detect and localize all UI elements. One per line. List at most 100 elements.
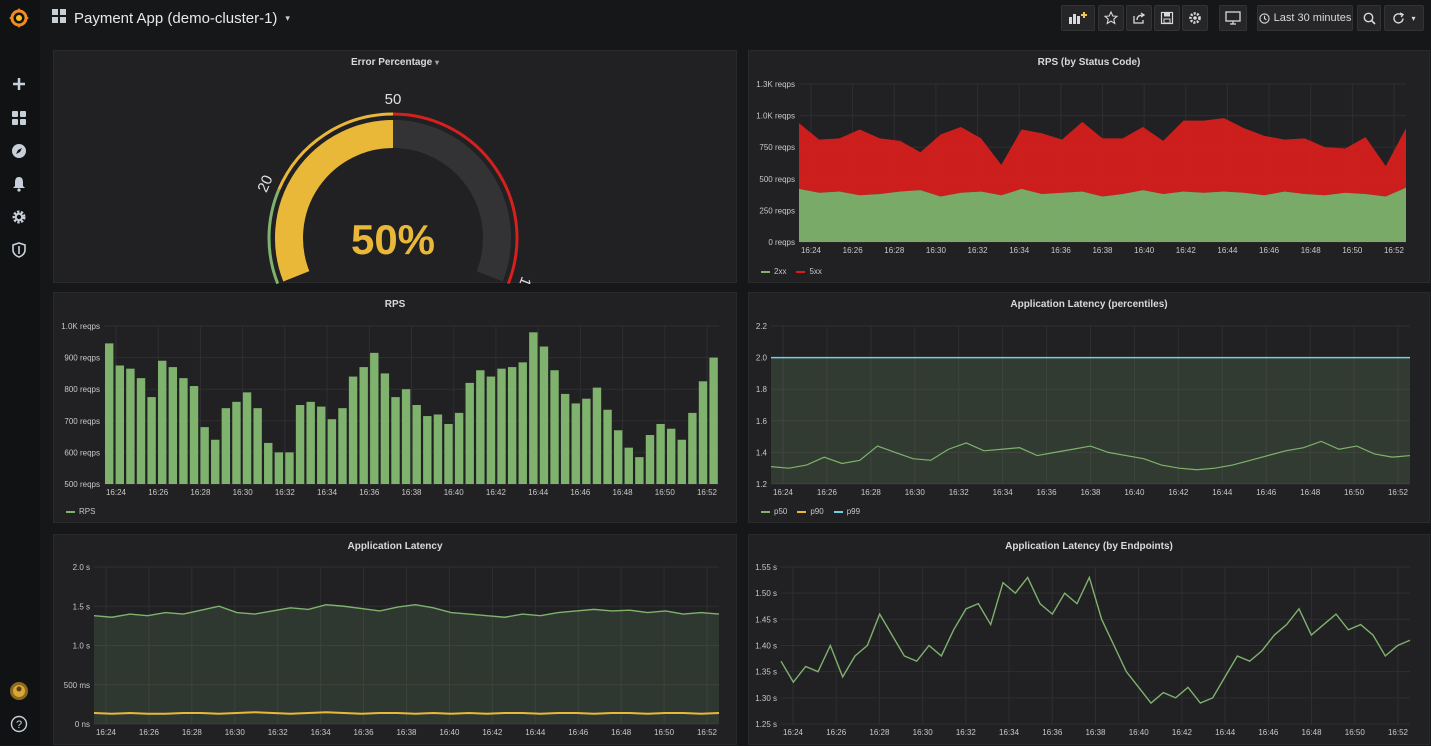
- line-series-endpoint: [780, 575, 1411, 705]
- y-tick-label: 900 reqps: [64, 354, 100, 363]
- x-tick-label: 16:32: [968, 246, 989, 255]
- line-series-lower: [93, 711, 720, 715]
- x-tick-label: 16:42: [482, 728, 503, 737]
- panel-title[interactable]: Application Latency (by Endpoints): [1005, 541, 1173, 552]
- time-picker[interactable]: Last 30 minutes: [1257, 5, 1353, 31]
- y-tick-label: 1.50 s: [755, 589, 777, 598]
- bar: [147, 397, 156, 484]
- gauge-tick-label: 100: [509, 274, 534, 284]
- bar: [401, 389, 411, 484]
- star-button[interactable]: [1098, 5, 1124, 31]
- bar: [656, 423, 665, 484]
- user-avatar-icon[interactable]: [5, 677, 33, 705]
- panel-title[interactable]: Application Latency: [347, 541, 443, 552]
- chevron-down-icon[interactable]: ▾: [1411, 13, 1416, 23]
- gear-icon[interactable]: [5, 203, 33, 231]
- save-button[interactable]: [1154, 5, 1180, 31]
- bar: [274, 452, 284, 484]
- legend-item-2xx[interactable]: 2xx: [761, 267, 786, 276]
- x-tick-label: 16:28: [182, 728, 203, 737]
- legend-item-p50[interactable]: p50: [761, 507, 787, 516]
- bar: [560, 393, 570, 484]
- y-tick-label: 1.2: [756, 480, 768, 489]
- y-tick-label: 500 reqps: [759, 175, 795, 184]
- x-tick-label: 16:32: [956, 728, 977, 737]
- x-tick-label: 16:34: [1009, 246, 1030, 255]
- x-tick-label: 16:28: [861, 488, 882, 497]
- latency-percentiles-chart: 1.2 1.4 1.6 1.8 2.0 2.2 16:24 16:26 16:28 16:30 16…: [756, 322, 1411, 497]
- bar: [317, 406, 326, 484]
- y-tick-label: 0 reqps: [768, 238, 795, 247]
- panel-title[interactable]: RPS (by Status Code): [1037, 57, 1141, 68]
- explore-icon[interactable]: [5, 137, 33, 165]
- y-tick-label: 1.40 s: [755, 642, 777, 651]
- bar: [444, 423, 453, 484]
- bar: [295, 405, 305, 484]
- add-panel-button[interactable]: [1061, 5, 1095, 31]
- panel-title[interactable]: Error Percentage ▾: [351, 57, 439, 68]
- chevron-down-icon: ▾: [285, 12, 290, 23]
- help-icon[interactable]: ?: [5, 710, 33, 738]
- x-tick-label: 16:32: [275, 488, 296, 497]
- gauge-chart: 0 20 50 100 50%: [254, 91, 534, 284]
- x-tick-label: 16:52: [1388, 488, 1409, 497]
- x-tick-label: 16:36: [354, 728, 375, 737]
- y-tick-label: 2.0: [756, 354, 768, 363]
- x-tick-label: 16:46: [1256, 488, 1277, 497]
- bar: [232, 401, 241, 484]
- y-tick-label: 1.35 s: [755, 668, 777, 677]
- bar: [221, 408, 231, 484]
- panel-title[interactable]: Application Latency (percentiles): [1010, 299, 1168, 310]
- bar: [529, 332, 538, 484]
- bar: [370, 352, 379, 484]
- panel-title[interactable]: RPS: [384, 299, 406, 310]
- y-tick-label: 1.25 s: [755, 720, 777, 729]
- bar: [476, 370, 485, 484]
- panel-rps-by-status: RPS (by Status Code) 0 reqps 250 reqps 500…: [748, 50, 1430, 283]
- x-tick-label: 16:42: [486, 488, 507, 497]
- grafana-logo-icon[interactable]: [5, 4, 33, 32]
- area-fill-upper: [94, 604, 719, 724]
- dashboards-icon[interactable]: [5, 104, 33, 132]
- refresh-button[interactable]: ▾: [1384, 5, 1424, 31]
- legend-item-p90[interactable]: p90: [797, 507, 824, 516]
- x-tick-label: 16:52: [1384, 246, 1405, 255]
- x-tick-label: 16:24: [801, 246, 822, 255]
- rps-chart: 500 reqps 600 reqps 700 reqps 800 reqps 900 …: [61, 322, 719, 497]
- bar: [518, 362, 527, 484]
- bar: [211, 439, 220, 484]
- alert-bell-icon[interactable]: [5, 170, 33, 198]
- legend-item-rps[interactable]: RPS: [66, 507, 95, 516]
- settings-button[interactable]: [1182, 5, 1208, 31]
- x-tick-label: 16:24: [106, 488, 127, 497]
- tv-mode-button[interactable]: [1219, 5, 1247, 31]
- x-tick-label: 16:34: [317, 488, 338, 497]
- x-tick-label: 16:32: [268, 728, 289, 737]
- zoom-out-button[interactable]: [1357, 5, 1381, 31]
- legend-item-5xx[interactable]: 5xx: [796, 267, 822, 276]
- gauge-value-arc: [275, 120, 394, 282]
- area-fill-p99: [771, 357, 1410, 484]
- bar: [666, 428, 676, 484]
- x-tick-label: 16:40: [444, 488, 465, 497]
- bar: [115, 365, 125, 484]
- plus-icon[interactable]: [5, 70, 33, 98]
- bar: [688, 412, 697, 484]
- area-series-5xx: [799, 118, 1406, 197]
- x-tick-label: 16:38: [396, 728, 417, 737]
- shield-icon[interactable]: [5, 236, 33, 264]
- y-tick-label: 800 reqps: [64, 385, 100, 394]
- dashboard-picker[interactable]: Payment App (demo-cluster-1) ▾: [52, 8, 290, 28]
- x-tick-label: 16:46: [1259, 246, 1280, 255]
- gauge-threshold-band: [267, 188, 281, 284]
- legend-item-p99[interactable]: p99: [833, 507, 860, 516]
- x-tick-label: 16:30: [233, 488, 254, 497]
- bar: [433, 414, 443, 484]
- gauge-tick-label: 0: [255, 282, 274, 284]
- panel-application-latency: Application Latency 0 ns 500 ms 1.0 s 1.5 s…: [53, 534, 737, 745]
- x-tick-label: 16:30: [926, 246, 947, 255]
- x-tick-label: 16:42: [1168, 488, 1189, 497]
- x-tick-label: 16:28: [884, 246, 905, 255]
- x-tick-label: 16:26: [148, 488, 169, 497]
- share-button[interactable]: [1126, 5, 1152, 31]
